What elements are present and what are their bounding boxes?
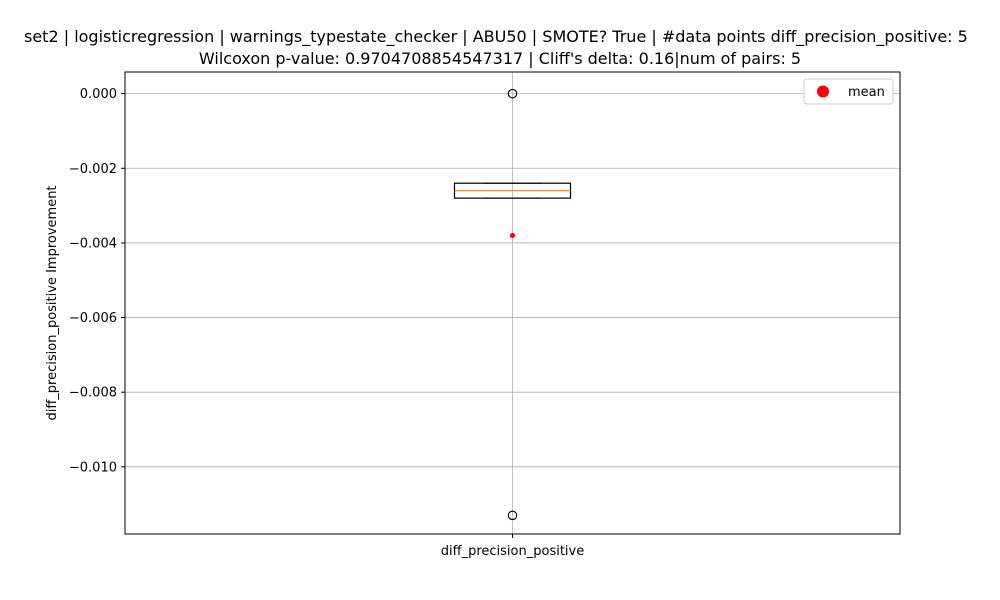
y-tick-label: −0.002	[69, 162, 117, 177]
x-axis: diff_precision_positive	[441, 534, 584, 559]
legend: mean	[803, 78, 894, 105]
chart-title-line-1: set2 | logisticregression | warnings_typ…	[24, 27, 968, 46]
y-axis: 0.000 −0.002 −0.004 −0.006 −0.008 −0.010	[69, 87, 125, 475]
y-tick-label: −0.010	[69, 460, 117, 475]
chart-title-line-2: Wilcoxon p-value: 0.9704708854547317 | C…	[198, 49, 802, 68]
y-tick-label: −0.006	[69, 311, 117, 326]
grid-lines	[125, 72, 900, 534]
legend-mean-marker	[817, 85, 829, 98]
box-series	[453, 88, 572, 521]
mean-marker	[509, 232, 516, 239]
outlier-point	[507, 510, 518, 521]
y-axis-label: diff_precision_positive Improvement	[45, 185, 60, 420]
legend-frame	[803, 78, 894, 105]
legend-mean-label: mean	[848, 85, 885, 100]
y-tick-label: 0.000	[80, 87, 117, 102]
x-tick-label: diff_precision_positive	[441, 544, 584, 559]
y-tick-label: −0.004	[69, 236, 117, 251]
outlier-point	[507, 88, 518, 99]
y-tick-label: −0.008	[69, 386, 117, 401]
